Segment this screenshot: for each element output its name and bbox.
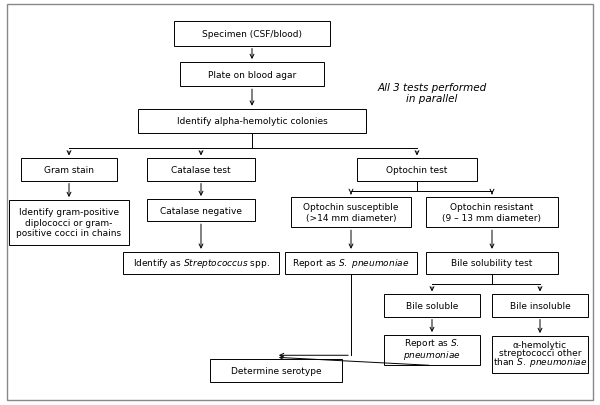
FancyBboxPatch shape bbox=[138, 109, 366, 134]
Text: Catalase test: Catalase test bbox=[171, 166, 231, 175]
FancyBboxPatch shape bbox=[357, 159, 477, 181]
Text: Report as $\it{S.\ pneumoniae}$: Report as $\it{S.\ pneumoniae}$ bbox=[292, 257, 410, 270]
Text: Identify alpha-hemolytic colonies: Identify alpha-hemolytic colonies bbox=[176, 117, 328, 126]
Text: Plate on blood agar: Plate on blood agar bbox=[208, 70, 296, 79]
Text: Catalase negative: Catalase negative bbox=[160, 206, 242, 215]
Text: Identify gram-positive
diplococci or gram-
positive cocci in chains: Identify gram-positive diplococci or gra… bbox=[16, 208, 122, 238]
Text: than $\it{S.\ pneumoniae}$: than $\it{S.\ pneumoniae}$ bbox=[493, 355, 587, 368]
FancyBboxPatch shape bbox=[123, 252, 279, 275]
FancyBboxPatch shape bbox=[21, 159, 117, 181]
FancyBboxPatch shape bbox=[180, 63, 324, 87]
FancyBboxPatch shape bbox=[147, 159, 255, 181]
Text: Specimen (CSF/blood): Specimen (CSF/blood) bbox=[202, 30, 302, 39]
FancyBboxPatch shape bbox=[174, 22, 330, 47]
Text: Optochin test: Optochin test bbox=[386, 166, 448, 175]
FancyBboxPatch shape bbox=[426, 252, 558, 275]
Text: Bile insoluble: Bile insoluble bbox=[509, 301, 571, 310]
FancyBboxPatch shape bbox=[426, 198, 558, 228]
Text: Bile soluble: Bile soluble bbox=[406, 301, 458, 310]
Text: All 3 tests performed
in parallel: All 3 tests performed in parallel bbox=[377, 82, 487, 104]
FancyBboxPatch shape bbox=[384, 295, 480, 317]
FancyBboxPatch shape bbox=[210, 360, 342, 382]
Text: Gram stain: Gram stain bbox=[44, 166, 94, 175]
Text: Optochin susceptible
(>14 mm diameter): Optochin susceptible (>14 mm diameter) bbox=[303, 203, 399, 222]
Text: Optochin resistant
(9 – 13 mm diameter): Optochin resistant (9 – 13 mm diameter) bbox=[442, 203, 542, 222]
Text: Bile solubility test: Bile solubility test bbox=[451, 259, 533, 268]
FancyBboxPatch shape bbox=[285, 252, 417, 275]
FancyBboxPatch shape bbox=[9, 200, 129, 245]
Text: Determine serotype: Determine serotype bbox=[230, 366, 322, 375]
FancyBboxPatch shape bbox=[492, 336, 588, 373]
FancyBboxPatch shape bbox=[147, 200, 255, 222]
FancyBboxPatch shape bbox=[7, 5, 593, 400]
FancyBboxPatch shape bbox=[492, 295, 588, 317]
Text: Identify as $\it{Streptococcus}$ spp.: Identify as $\it{Streptococcus}$ spp. bbox=[133, 257, 269, 270]
Text: streptococci other: streptococci other bbox=[499, 348, 581, 357]
Text: α-hemolytic: α-hemolytic bbox=[513, 340, 567, 349]
FancyBboxPatch shape bbox=[291, 198, 411, 228]
FancyBboxPatch shape bbox=[384, 335, 480, 365]
Text: Report as $\it{S.}$: Report as $\it{S.}$ bbox=[404, 337, 460, 350]
Text: $\it{pneumoniae}$: $\it{pneumoniae}$ bbox=[403, 348, 461, 361]
